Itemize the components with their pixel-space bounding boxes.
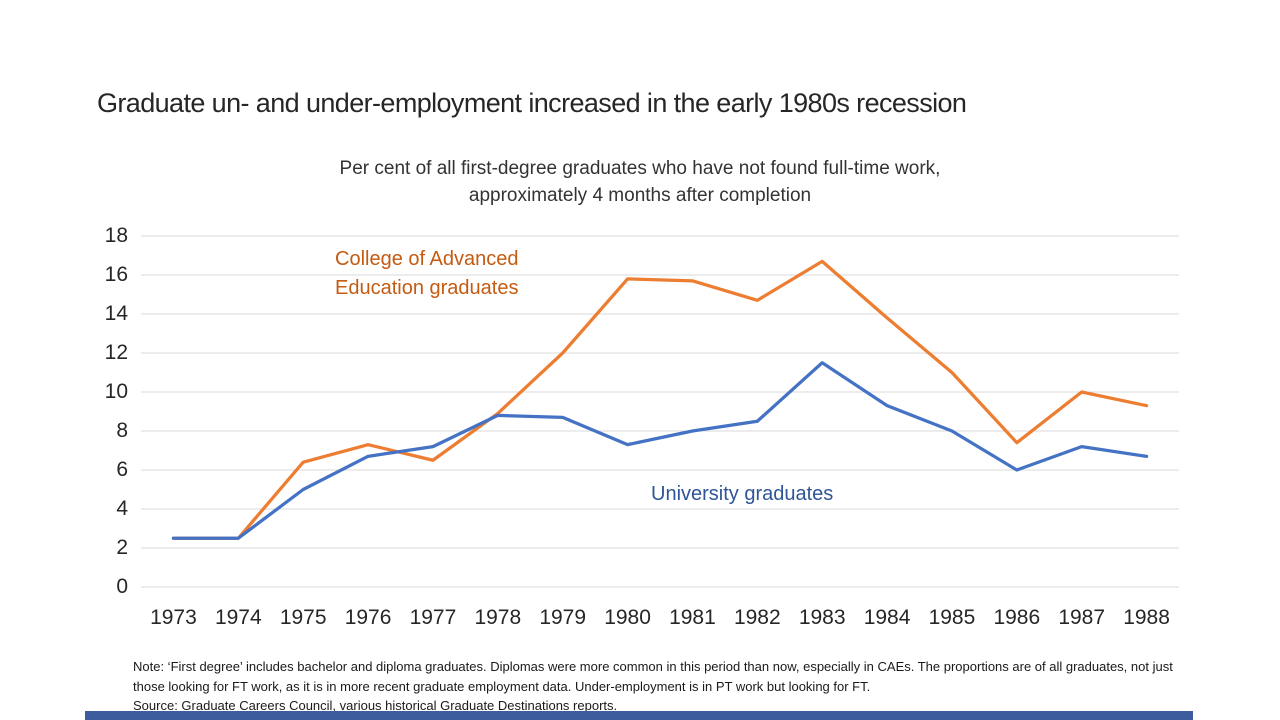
x-axis-tick-label: 1974 (214, 606, 262, 629)
x-axis-tick-label: 1983 (798, 606, 846, 629)
x-axis-tick-label: 1973 (150, 606, 197, 629)
x-axis-tick-label: 1978 (474, 606, 522, 629)
y-axis-tick-label: 18 (104, 224, 128, 247)
series-label-line: College of Advanced (335, 248, 519, 270)
x-axis-tick-label: 1987 (1058, 606, 1106, 629)
x-axis-tick-label: 1977 (409, 606, 457, 629)
footnote-text: Note: ‘First degree’ includes bachelor a… (133, 659, 1173, 694)
y-axis-tick-label: 0 (116, 575, 128, 598)
x-axis-tick-label: 1981 (669, 606, 716, 629)
series-label-line: Education graduates (335, 277, 519, 299)
y-axis-tick-label: 10 (104, 380, 128, 403)
slide-footer-accent-bar (85, 711, 1193, 720)
x-axis-tick-label: 1976 (344, 606, 392, 629)
chart-subtitle-line-1: Per cent of all first-degree graduates w… (339, 158, 941, 179)
slide-title: Graduate un- and under-employment increa… (97, 88, 967, 118)
series-line-university (171, 361, 1149, 540)
series-label-line: University graduates (651, 483, 834, 505)
chart-subtitle-line-2: approximately 4 months after completion (468, 185, 812, 206)
y-axis-tick-label: 16 (104, 263, 128, 286)
series-line-cae (171, 259, 1149, 540)
x-axis-tick-label: 1975 (279, 606, 327, 629)
series-label-university: University graduates (651, 480, 833, 509)
x-axis-tick-label: 1988 (1123, 606, 1170, 629)
x-axis-tick-label: 1979 (539, 606, 587, 629)
footnote-block: Note: ‘First degree’ includes bachelor a… (133, 657, 1173, 716)
x-axis-tick-label: 1980 (604, 606, 651, 629)
series-label-cae: College of Advanced Education graduates (335, 245, 518, 303)
y-axis-tick-label: 14 (104, 302, 128, 325)
x-axis-tick-label: 1986 (993, 606, 1041, 629)
x-axis-tick-label: 1984 (863, 606, 911, 629)
y-axis-tick-label: 8 (116, 419, 128, 442)
y-axis-tick-label: 2 (116, 536, 128, 559)
y-axis-tick-label: 12 (104, 341, 128, 364)
x-axis-tick-label: 1982 (733, 606, 781, 629)
y-axis-tick-label: 4 (116, 497, 128, 520)
x-axis-tick-label: 1985 (928, 606, 976, 629)
y-axis-tick-label: 6 (116, 458, 128, 481)
source-text: Source: Graduate Careers Council, variou… (133, 698, 618, 713)
chart-subtitle: Per cent of all first-degree graduates w… (0, 155, 1280, 209)
